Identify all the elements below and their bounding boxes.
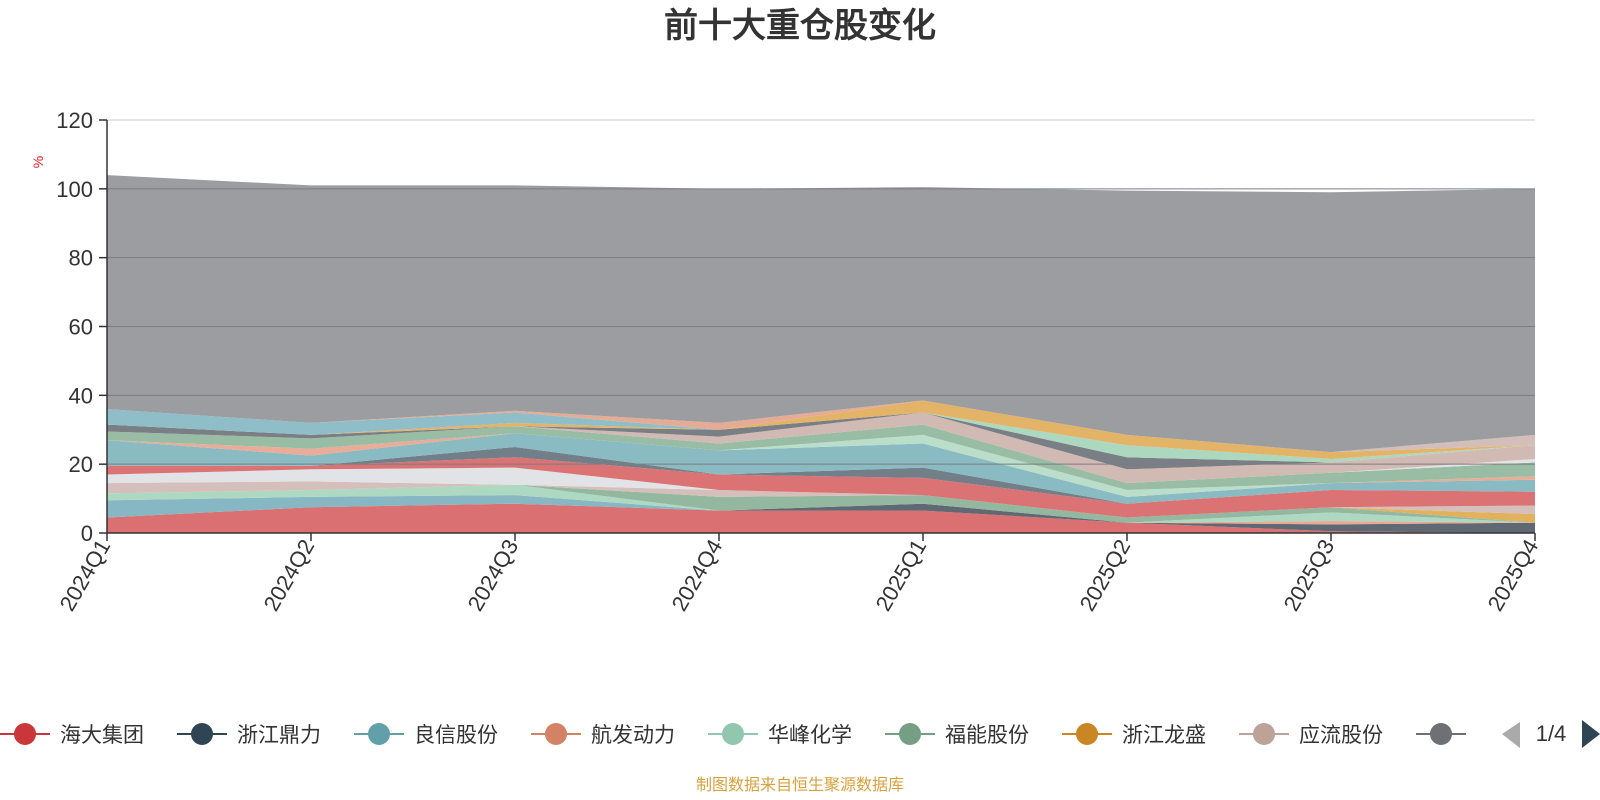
area-series-22	[107, 400, 1535, 453]
area-series-18	[107, 412, 1535, 470]
area-series-20	[107, 400, 1535, 459]
legend-marker	[1253, 723, 1275, 745]
legend-page-indicator: 1/4	[1536, 721, 1567, 746]
x-tick-label: 2025Q4	[1483, 535, 1544, 615]
y-tick-label: 100	[56, 177, 93, 202]
legend-item[interactable]	[1416, 723, 1466, 745]
legend-marker	[368, 723, 390, 745]
chart-title: 前十大重仓股变化	[664, 6, 936, 46]
x-tick-label: 2024Q2	[259, 535, 320, 615]
area-series-15	[107, 424, 1535, 490]
grid-lines	[107, 119, 1535, 465]
y-tick-label: 80	[69, 246, 93, 271]
legend-marker	[545, 723, 567, 745]
x-tick-label: 2024Q3	[463, 535, 524, 615]
x-tick-label: 2025Q2	[1075, 535, 1136, 615]
stacked-areas	[107, 175, 1535, 533]
legend-marker	[1430, 723, 1452, 745]
y-axis-unit: %	[30, 156, 46, 168]
legend-label: 海大集团	[60, 723, 144, 747]
legend-item[interactable]: 福能股份	[885, 723, 1029, 747]
legend-label: 浙江鼎力	[237, 723, 321, 747]
legend-label: 华峰化学	[768, 723, 852, 747]
triangle-right-icon[interactable]	[1582, 720, 1600, 748]
area-series-9	[107, 467, 1535, 518]
y-tick-label: 20	[69, 452, 93, 477]
y-tick-label: 0	[81, 521, 93, 546]
area-series-0	[107, 503, 1535, 533]
legend-item[interactable]: 华峰化学	[708, 723, 852, 747]
area-series-2	[107, 495, 1535, 525]
area-series-24	[107, 175, 1535, 453]
legend-item[interactable]: 航发动力	[531, 723, 675, 747]
area-series-19	[107, 412, 1535, 463]
area-series-12	[107, 433, 1535, 504]
x-tick-label: 2024Q1	[55, 535, 116, 615]
area-series-11	[107, 447, 1535, 504]
legend-item[interactable]: 良信股份	[354, 723, 498, 747]
legend-label: 浙江龙盛	[1122, 723, 1206, 747]
area-series-10	[107, 457, 1535, 518]
legend-marker	[899, 723, 921, 745]
x-tick-label: 2025Q1	[871, 535, 932, 615]
area-series-4	[107, 484, 1535, 523]
area-series-1	[107, 503, 1535, 533]
legend-label: 应流股份	[1299, 723, 1383, 747]
area-series-14	[107, 433, 1535, 497]
legend-item[interactable]: 浙江龙盛	[1062, 723, 1206, 747]
triangle-left-icon[interactable]	[1502, 722, 1520, 748]
y-tick-label: 60	[69, 315, 93, 340]
x-tick-label: 2024Q4	[667, 535, 728, 615]
legend-label: 良信股份	[414, 723, 498, 747]
legend: 海大集团 浙江鼎力 良信股份 航发动力 华峰化学 福能股份 浙江龙盛 应流股份 1/4	[0, 720, 1600, 748]
legend-items: 海大集团 浙江鼎力 良信股份 航发动力 华峰化学 福能股份 浙江龙盛 应流股份	[0, 723, 1466, 747]
legend-label: 福能股份	[945, 723, 1029, 747]
legend-marker	[1076, 723, 1098, 745]
x-tick-label: 2025Q3	[1279, 535, 1340, 615]
legend-marker	[191, 723, 213, 745]
legend-label: 航发动力	[591, 723, 675, 747]
y-tick-label: 40	[69, 383, 93, 408]
area-series-5	[107, 484, 1535, 523]
y-tick-label: 120	[56, 108, 93, 133]
legend-marker	[14, 723, 36, 745]
area-series-17	[107, 412, 1535, 484]
legend-item[interactable]: 浙江鼎力	[177, 723, 321, 747]
source-note: 制图数据来自恒生聚源数据库	[696, 775, 904, 794]
area-series-7	[107, 481, 1535, 518]
legend-item[interactable]: 海大集团	[0, 723, 144, 747]
legend-marker	[722, 723, 744, 745]
legend-item[interactable]: 应流股份	[1239, 723, 1383, 747]
